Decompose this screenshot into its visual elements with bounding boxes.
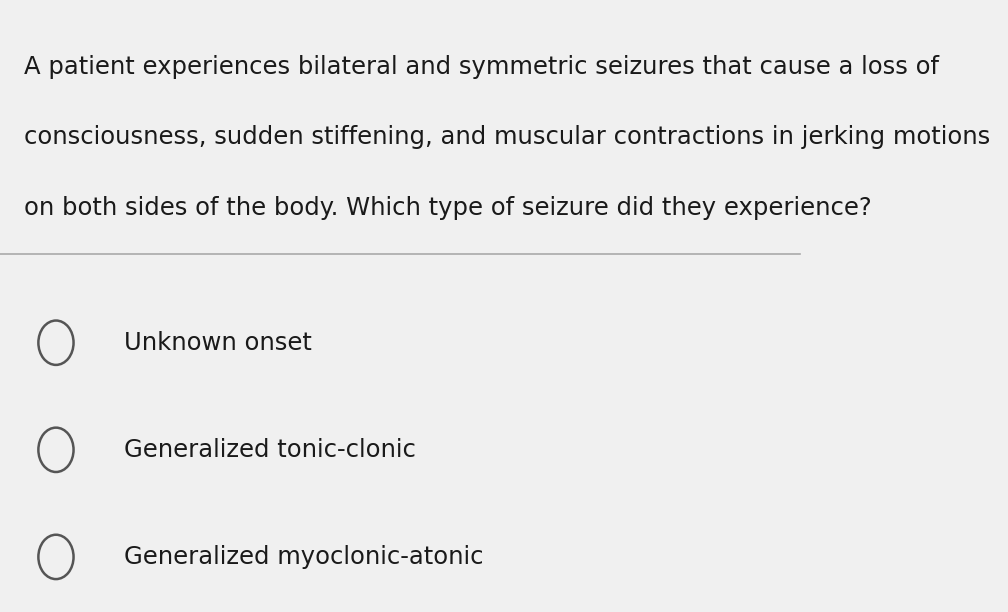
Text: Unknown onset: Unknown onset xyxy=(124,330,311,355)
Text: A patient experiences bilateral and symmetric seizures that cause a loss of: A patient experiences bilateral and symm… xyxy=(24,55,939,79)
Text: on both sides of the body. Which type of seizure did they experience?: on both sides of the body. Which type of… xyxy=(24,196,872,220)
Text: Generalized myoclonic-atonic: Generalized myoclonic-atonic xyxy=(124,545,484,569)
Text: Generalized tonic-clonic: Generalized tonic-clonic xyxy=(124,438,415,462)
Text: consciousness, sudden stiffening, and muscular contractions in jerking motions: consciousness, sudden stiffening, and mu… xyxy=(24,125,990,149)
